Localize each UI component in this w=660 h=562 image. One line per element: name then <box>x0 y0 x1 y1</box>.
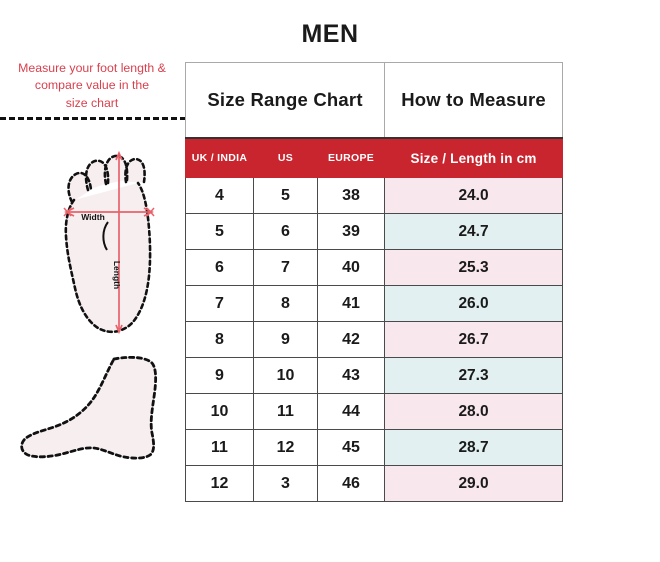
size-chart-table: Size Range Chart How to Measure UK / IND… <box>184 62 564 502</box>
size-cell-us: 6 <box>253 213 318 250</box>
table-row: 9 10 43 27.3 <box>185 357 564 394</box>
size-cell-length-cm: 28.0 <box>384 393 564 430</box>
size-cell-length-cm: 25.3 <box>384 249 564 286</box>
size-cell-europe: 45 <box>316 429 386 466</box>
table-row: 8 9 42 26.7 <box>185 321 564 358</box>
size-cell-europe: 39 <box>316 213 386 250</box>
note-line-2: compare value in the <box>34 78 150 93</box>
measure-instruction-note: Measure your foot length & compare value… <box>2 60 182 112</box>
table-row: 11 12 45 28.7 <box>185 429 564 466</box>
size-cell-length-cm: 27.3 <box>384 357 564 394</box>
table-row: 5 6 39 24.7 <box>185 213 564 250</box>
column-header-uk-india: UK / INDIA <box>185 137 254 178</box>
size-cell-uk: 5 <box>185 213 254 250</box>
banner-size-range-chart: Size Range Chart <box>184 62 386 139</box>
size-cell-length-cm: 29.0 <box>384 465 564 502</box>
table-banner-row: Size Range Chart How to Measure <box>184 62 564 139</box>
page-title: MEN <box>301 20 359 48</box>
dashed-divider <box>0 117 186 120</box>
size-cell-europe: 38 <box>316 177 386 214</box>
width-label: Width <box>81 212 105 222</box>
size-cell-us: 10 <box>253 357 318 394</box>
table-row: 10 11 44 28.0 <box>185 393 564 430</box>
length-label: Length <box>112 261 122 289</box>
size-cell-us: 3 <box>253 465 318 502</box>
size-cell-length-cm: 24.0 <box>384 177 564 214</box>
banner-how-to-measure: How to Measure <box>384 62 564 139</box>
size-cell-europe: 46 <box>316 465 386 502</box>
table-row: 7 8 41 26.0 <box>185 285 564 322</box>
size-cell-length-cm: 26.0 <box>384 285 564 322</box>
size-cell-uk: 8 <box>185 321 254 358</box>
size-cell-uk: 7 <box>185 285 254 322</box>
foot-sole-diagram: Width Length <box>38 150 168 340</box>
size-cell-uk: 10 <box>185 393 254 430</box>
table-row: 12 3 46 29.0 <box>185 465 564 502</box>
size-cell-length-cm: 28.7 <box>384 429 564 466</box>
size-cell-uk: 12 <box>185 465 254 502</box>
size-cell-uk: 11 <box>185 429 254 466</box>
size-cell-europe: 43 <box>316 357 386 394</box>
size-cell-length-cm: 26.7 <box>384 321 564 358</box>
size-cell-europe: 40 <box>316 249 386 286</box>
column-header-us: US <box>253 137 318 178</box>
note-line-1: Measure your foot length & <box>18 61 166 75</box>
table-row: 6 7 40 25.3 <box>185 249 564 286</box>
size-cell-us: 8 <box>253 285 318 322</box>
table-body: 4 5 38 24.0 5 6 39 24.7 6 7 40 25.3 7 8 41 26.0 8 9 42 26.7… <box>185 177 564 502</box>
size-cell-us: 7 <box>253 249 318 286</box>
size-cell-europe: 42 <box>316 321 386 358</box>
size-cell-us: 12 <box>253 429 318 466</box>
table-header-row: UK / INDIA US EUROPE Size / Length in cm <box>185 137 564 178</box>
size-cell-us: 9 <box>253 321 318 358</box>
size-cell-europe: 44 <box>316 393 386 430</box>
foot-side-profile-diagram <box>18 345 183 495</box>
column-header-size-length-cm: Size / Length in cm <box>384 137 564 178</box>
size-cell-europe: 41 <box>316 285 386 322</box>
size-cell-us: 5 <box>253 177 318 214</box>
size-cell-uk: 9 <box>185 357 254 394</box>
table-row: 4 5 38 24.0 <box>185 177 564 214</box>
size-cell-length-cm: 24.7 <box>384 213 564 250</box>
column-header-europe: EUROPE <box>316 137 386 178</box>
size-cell-uk: 4 <box>185 177 254 214</box>
size-cell-us: 11 <box>253 393 318 430</box>
size-cell-uk: 6 <box>185 249 254 286</box>
note-line-3: size chart <box>65 95 119 110</box>
